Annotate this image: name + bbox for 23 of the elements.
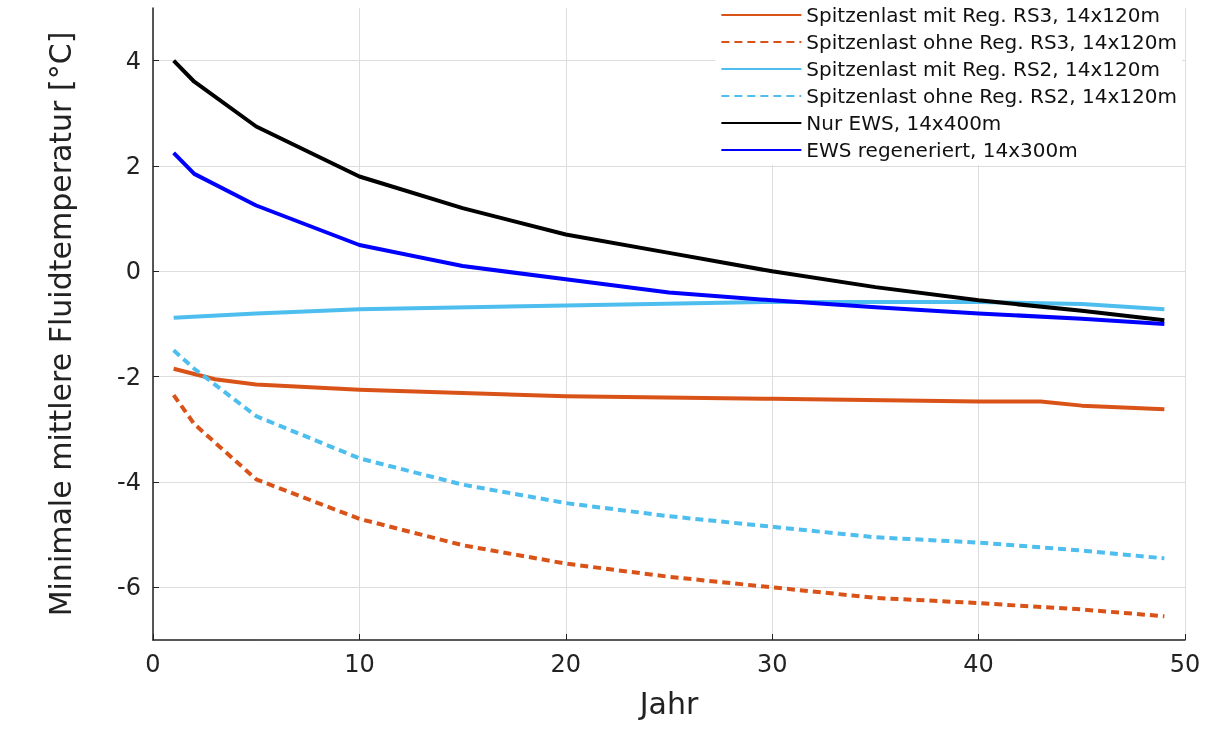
line-series <box>171 348 1167 561</box>
line-series <box>171 393 1167 619</box>
y-tick-label: 0 <box>125 257 141 286</box>
x-tick-label: 30 <box>756 650 788 678</box>
legend-label: Spitzenlast ohne Reg. RS3, 14x120m <box>806 30 1178 54</box>
legend-label: Nur EWS, 14x400m <box>806 111 1002 135</box>
x-axis-title: Jahr <box>637 685 699 721</box>
x-tick-label: 40 <box>963 650 994 678</box>
x-tick-label: 10 <box>344 650 375 678</box>
x-tick-label: 50 <box>1169 650 1201 678</box>
y-axis-title: Minimale mittlere Fluidtemperatur [°C] <box>42 31 78 617</box>
y-tick-label: -4 <box>117 468 141 496</box>
legend-label: Spitzenlast mit Reg. RS2, 14x120m <box>806 57 1160 81</box>
legend-label: Spitzenlast ohne Reg. RS2, 14x120m <box>806 84 1178 108</box>
y-tick-label: -2 <box>117 362 141 391</box>
line-series <box>171 366 1167 412</box>
x-tick-label: 0 <box>145 650 161 678</box>
x-tick-label: 20 <box>550 650 582 678</box>
y-tick-label: 2 <box>125 152 141 180</box>
y-tick-label: 4 <box>125 46 141 75</box>
legend-label: EWS regeneriert, 14x300m <box>806 138 1078 162</box>
legend-label: Spitzenlast mit Reg. RS3, 14x120m <box>806 3 1160 27</box>
y-tick-label: -6 <box>117 573 141 602</box>
